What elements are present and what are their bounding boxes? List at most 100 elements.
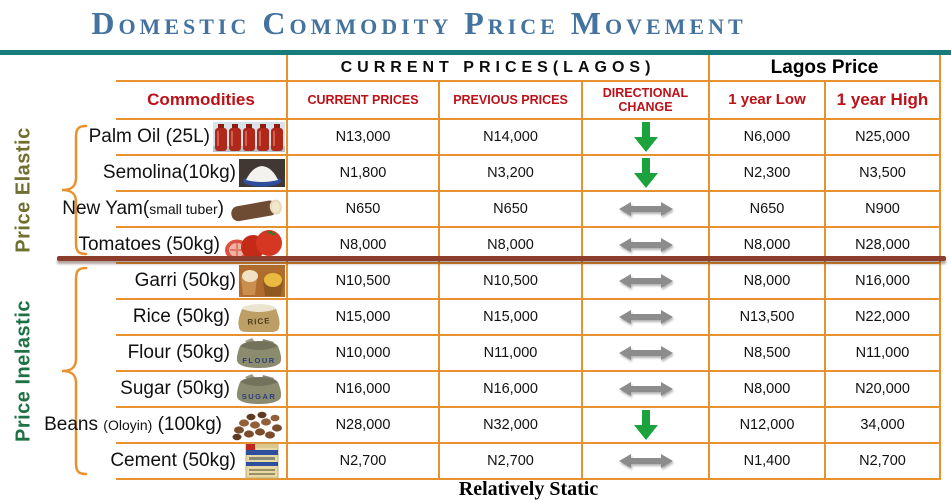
garri-image	[239, 265, 285, 297]
year-high-cell: N2,700	[826, 444, 941, 480]
previous-price-cell: N10,500	[440, 264, 583, 300]
current-price-cell: N13,000	[288, 120, 440, 156]
commodity-name-cell: Beans (Oloyin) (100kg)	[44, 408, 288, 444]
current-prices-lagos-header: CURRENT PRICES(LAGOS)	[288, 55, 710, 82]
palm-oil-image	[213, 122, 285, 152]
year-low-cell: N8,000	[710, 264, 826, 300]
directional-change-cell	[583, 192, 710, 228]
year-high-cell: N20,000	[826, 372, 941, 408]
down-arrow-icon	[633, 122, 658, 152]
sugar-image: SUGAR	[233, 373, 285, 406]
down-arrow-icon	[633, 410, 658, 440]
column-header-previous-prices: PREVIOUS PRICES	[440, 82, 583, 120]
current-price-cell: N28,000	[288, 408, 440, 444]
commodity-name-cell: Palm Oil (25L)	[89, 120, 288, 156]
tomatoes-image	[223, 228, 285, 262]
commodity-name-cell: Semolina(10kg)	[103, 156, 288, 192]
year-low-cell: N650	[710, 192, 826, 228]
directional-change-cell	[583, 228, 710, 264]
directional-change-cell	[583, 336, 710, 372]
year-low-cell: N8,000	[710, 372, 826, 408]
svg-text:SUGAR: SUGAR	[242, 392, 277, 401]
previous-price-cell: N3,200	[440, 156, 583, 192]
caption-relatively-static: Relatively Static	[458, 478, 599, 500]
directional-change-cell	[583, 444, 710, 480]
page-title: Domestic Commodity Price Movement	[91, 5, 747, 41]
previous-price-cell: N11,000	[440, 336, 583, 372]
column-header-current-prices: CURRENT PRICES	[288, 82, 440, 120]
cement-image	[239, 443, 285, 479]
commodity-name-cell: Sugar (50kg) SUGAR	[116, 372, 288, 408]
left-right-arrow-icon	[618, 379, 674, 399]
commodity-name: Beans (Oloyin) (100kg)	[44, 414, 222, 435]
commodity-name: Garri (50kg)	[134, 270, 236, 291]
commodity-name-cell: Flour (50kg) FLOUR	[116, 336, 288, 372]
current-price-cell: N650	[288, 192, 440, 228]
commodity-name: Tomatoes (50kg)	[78, 234, 220, 255]
commodity-name: Cement (50kg)	[110, 450, 236, 471]
commodity-name-cell: Rice (50kg) RICE	[116, 300, 288, 336]
commodity-name-cell: Tomatoes (50kg)	[78, 228, 288, 264]
directional-change-cell	[583, 120, 710, 156]
year-low-cell: N12,000	[710, 408, 826, 444]
commodity-name: Semolina(10kg)	[102, 162, 236, 183]
current-price-cell: N8,000	[288, 228, 440, 264]
column-header-directional-change: DIRECTIONAL CHANGE	[583, 82, 710, 120]
previous-price-cell: N2,700	[440, 444, 583, 480]
column-header-1-year-high: 1 year High	[826, 82, 941, 120]
elastic-inelastic-divider	[57, 256, 946, 261]
year-high-cell: N16,000	[826, 264, 941, 300]
previous-price-cell: N32,000	[440, 408, 583, 444]
directional-change-cell	[583, 264, 710, 300]
year-high-cell: N28,000	[826, 228, 941, 264]
previous-price-cell: N650	[440, 192, 583, 228]
left-right-arrow-icon	[618, 343, 674, 363]
elastic-group-label: Price Elastic	[12, 127, 35, 253]
year-low-cell: N2,300	[710, 156, 826, 192]
left-right-arrow-icon	[618, 307, 674, 327]
year-low-cell: N6,000	[710, 120, 826, 156]
directional-change-cell	[583, 408, 710, 444]
rice-image: RICE	[233, 301, 285, 334]
elastic-brace	[61, 124, 88, 256]
title-divider-rule	[0, 50, 951, 55]
year-high-cell: N25,000	[826, 120, 941, 156]
previous-price-cell: N14,000	[440, 120, 583, 156]
yam-image	[227, 194, 285, 224]
left-right-arrow-icon	[618, 271, 674, 291]
beans-image	[225, 408, 285, 442]
current-price-cell: N1,800	[288, 156, 440, 192]
year-low-cell: N13,500	[710, 300, 826, 336]
inelastic-brace	[61, 266, 88, 476]
inelastic-group-label: Price Inelastic	[12, 299, 35, 443]
svg-text:RICE: RICE	[247, 316, 271, 327]
current-price-cell: N10,000	[288, 336, 440, 372]
directional-change-cell	[583, 372, 710, 408]
year-high-cell: N11,000	[826, 336, 941, 372]
price-table: CURRENT PRICES(LAGOS) Lagos Price Commod…	[44, 55, 941, 480]
header-spacer-cell	[116, 55, 288, 82]
left-right-arrow-icon	[618, 235, 674, 255]
year-low-cell: N1,400	[710, 444, 826, 480]
flour-image: FLOUR	[233, 337, 285, 370]
commodity-name: Sugar (50kg)	[120, 378, 230, 399]
column-header-1-year-low: 1 year Low	[710, 82, 826, 120]
commodity-name-cell: Garri (50kg)	[116, 264, 288, 300]
commodity-name-cell: Cement (50kg)	[110, 443, 288, 480]
left-right-arrow-icon	[618, 451, 674, 471]
current-price-cell: N15,000	[288, 300, 440, 336]
year-high-cell: 34,000	[826, 408, 941, 444]
directional-change-cell	[583, 300, 710, 336]
current-price-cell: N10,500	[288, 264, 440, 300]
current-price-cell: N16,000	[288, 372, 440, 408]
lagos-price-header: Lagos Price	[710, 55, 941, 82]
down-arrow-icon	[633, 158, 658, 188]
commodity-name: Rice (50kg)	[132, 306, 230, 327]
year-low-cell: N8,500	[710, 336, 826, 372]
current-price-cell: N2,700	[288, 444, 440, 480]
column-header-commodities: Commodities	[116, 82, 288, 120]
commodity-name: New Yam(small tuber)	[62, 198, 224, 219]
previous-price-cell: N16,000	[440, 372, 583, 408]
previous-price-cell: N8,000	[440, 228, 583, 264]
